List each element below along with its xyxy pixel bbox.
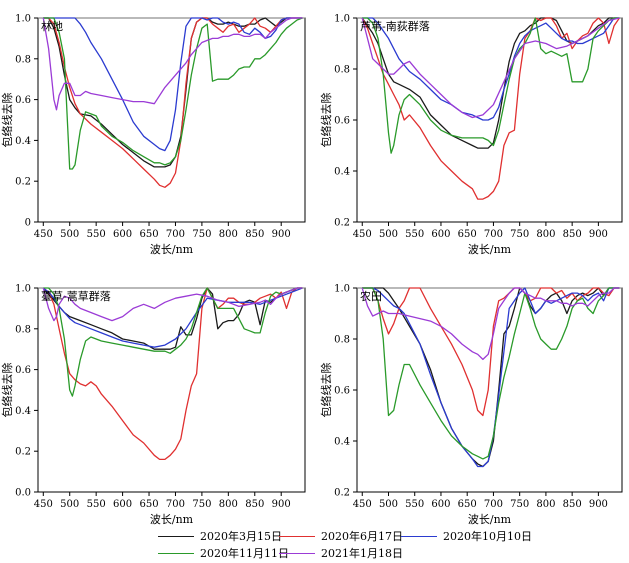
x-axis-label-2: 波长/nm (150, 513, 194, 526)
series-line-1-1 (361, 17, 620, 200)
plot-frame-3 (356, 287, 623, 493)
y-axis-label-2: 包络线去除 (0, 363, 14, 418)
y-tick-label-2-0: 0.0 (15, 488, 31, 499)
y-tick-label-0-3: 0.6 (15, 95, 31, 106)
y-tick-label-0-4: 0.8 (15, 54, 31, 65)
series-line-2-4 (42, 287, 303, 322)
x-axis-label-3: 波长/nm (468, 513, 512, 526)
y-tick-label-2-1: 0.2 (15, 447, 31, 458)
x-axis-label-1: 波长/nm (468, 243, 512, 256)
x-tick-label-0-1: 500 (60, 229, 79, 240)
x-tick-label-1-8: 850 (563, 229, 582, 240)
series-line-1-2 (362, 17, 620, 121)
x-tick-label-0-7: 800 (219, 229, 238, 240)
x-tick-label-2-5: 700 (166, 499, 185, 510)
x-tick-label-1-1: 500 (379, 229, 398, 240)
y-tick-label-2-2: 0.4 (15, 406, 31, 417)
series-line-0-1 (43, 17, 303, 188)
panel-title-3: 农田 (360, 289, 382, 303)
y-tick-label-2-3: 0.6 (15, 365, 31, 376)
x-tick-label-0-3: 600 (113, 229, 132, 240)
panel-title-0: 林地 (41, 19, 63, 33)
x-tick-label-0-2: 550 (87, 229, 106, 240)
y-tick-label-3-1: 0.4 (334, 437, 350, 448)
plot-frame-0 (37, 17, 306, 223)
x-tick-label-3-8: 850 (563, 499, 582, 510)
x-tick-label-2-6: 750 (192, 499, 211, 510)
y-tick-label-0-0: 0 (25, 218, 31, 229)
x-tick-label-0-6: 750 (192, 229, 211, 240)
y-axis-label-1: 包络线去除 (319, 93, 333, 148)
y-tick-label-3-2: 0.6 (334, 386, 350, 397)
y-tick-label-0-5: 1.0 (15, 14, 31, 25)
x-tick-label-0-5: 700 (166, 229, 185, 240)
x-tick-label-3-1: 500 (379, 499, 398, 510)
x-axis-label-0: 波长/nm (150, 243, 194, 256)
series-line-0-2 (43, 17, 303, 152)
y-tick-label-1-4: 1.0 (334, 14, 350, 25)
x-tick-label-2-2: 550 (87, 499, 106, 510)
series-line-0-0 (43, 17, 303, 168)
x-tick-label-2-8: 850 (245, 499, 264, 510)
series-line-0-4 (42, 17, 303, 111)
x-tick-label-3-3: 600 (431, 499, 450, 510)
series-line-3-4 (361, 287, 620, 361)
x-tick-label-2-1: 500 (60, 499, 79, 510)
panel-title-2: 薹草-蒿草群落 (41, 289, 111, 303)
y-tick-label-3-4: 1.0 (334, 284, 350, 295)
x-tick-label-2-7: 800 (219, 499, 238, 510)
y-tick-label-2-5: 1.0 (15, 284, 31, 295)
y-tick-label-1-3: 0.8 (334, 65, 350, 76)
x-tick-label-2-9: 900 (272, 499, 291, 510)
x-tick-label-3-5: 700 (484, 499, 503, 510)
x-tick-label-3-2: 550 (405, 499, 424, 510)
series-line-0-3 (43, 17, 303, 170)
y-axis-label-3: 包络线去除 (319, 363, 333, 418)
x-tick-label-3-0: 450 (353, 499, 372, 510)
series-line-2-1 (42, 287, 303, 461)
x-tick-label-1-7: 800 (536, 229, 555, 240)
y-tick-label-2-4: 0.8 (15, 324, 31, 335)
x-tick-label-2-3: 600 (113, 499, 132, 510)
x-tick-label-3-7: 800 (536, 499, 555, 510)
x-tick-label-2-0: 450 (34, 499, 53, 510)
y-axis-label-0: 包络线去除 (0, 93, 14, 148)
y-tick-label-1-2: 0.6 (334, 116, 350, 127)
x-tick-label-0-4: 650 (139, 229, 158, 240)
x-tick-label-1-3: 600 (431, 229, 450, 240)
series-line-2-2 (42, 287, 303, 348)
x-tick-label-1-9: 900 (589, 229, 608, 240)
x-tick-label-2-4: 650 (139, 499, 158, 510)
x-tick-label-1-4: 650 (458, 229, 477, 240)
series-line-3-2 (362, 287, 620, 468)
x-tick-label-0-9: 900 (272, 229, 291, 240)
x-tick-label-3-6: 750 (510, 499, 529, 510)
y-tick-label-1-0: 0.2 (334, 218, 350, 229)
x-tick-label-3-4: 650 (458, 499, 477, 510)
series-line-3-1 (362, 287, 620, 417)
y-tick-label-0-2: 0.4 (15, 136, 31, 147)
x-tick-label-1-0: 450 (353, 229, 372, 240)
x-tick-label-1-2: 550 (405, 229, 424, 240)
series-line-2-3 (43, 287, 303, 397)
y-tick-label-0-1: 0.2 (15, 177, 31, 188)
panel-title-1: 芦苇-南荻群落 (360, 19, 430, 33)
y-tick-label-1-1: 0.4 (334, 167, 350, 178)
x-tick-label-1-6: 750 (510, 229, 529, 240)
series-line-1-3 (362, 17, 620, 154)
series-line-3-3 (362, 287, 620, 460)
series-line-1-4 (361, 17, 620, 119)
x-tick-label-3-9: 900 (589, 499, 608, 510)
y-tick-label-3-0: 0.2 (334, 488, 350, 499)
plot-frame-2 (37, 287, 306, 493)
x-tick-label-1-5: 700 (484, 229, 503, 240)
x-tick-label-0-0: 450 (34, 229, 53, 240)
y-tick-label-3-3: 0.8 (334, 335, 350, 346)
x-tick-label-0-8: 850 (245, 229, 264, 240)
